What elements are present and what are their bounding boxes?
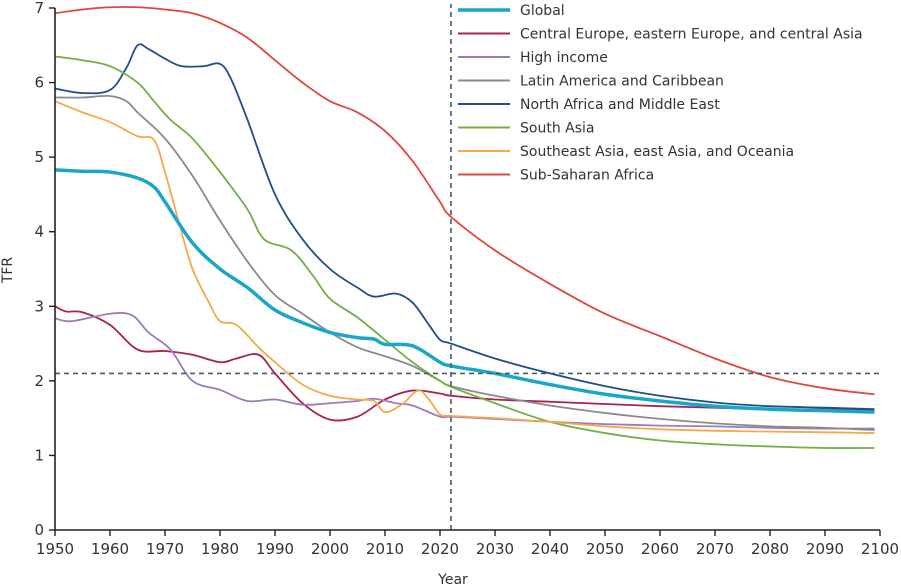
x-tick-label: 2100 [861, 540, 899, 558]
legend-label: South Asia [520, 121, 594, 137]
legend-item: Southeast Asia, east Asia, and Oceania [458, 144, 794, 160]
y-axis-label: TFR [0, 257, 16, 285]
legend: Global Central Europe, eastern Europe, an… [458, 3, 863, 184]
reference-lines [55, 4, 880, 530]
x-tick-label: 2090 [806, 540, 844, 558]
legend-label: North Africa and Middle East [520, 97, 720, 113]
x-tick-label: 2070 [696, 540, 734, 558]
y-tick-label: 1 [34, 446, 44, 464]
x-tick-label: 2080 [751, 540, 789, 558]
series-line-central-europe-eastern-europe-and-central-asia [54, 305, 875, 422]
legend-label: Latin America and Caribbean [520, 74, 724, 90]
y-tick-label: 4 [34, 223, 44, 241]
y-tick-label: 5 [34, 148, 44, 166]
legend-label: Southeast Asia, east Asia, and Oceania [520, 144, 794, 160]
x-tick-label: 2030 [476, 540, 514, 558]
x-tick-label: 1970 [146, 540, 184, 558]
x-tick-label: 1950 [36, 540, 74, 558]
legend-label: Sub-Saharan Africa [520, 168, 654, 184]
legend-label: Central Europe, eastern Europe, and cent… [520, 27, 863, 43]
series-line-global [54, 168, 875, 414]
x-tick-label: 1980 [201, 540, 239, 558]
legend-item: Latin America and Caribbean [458, 74, 724, 90]
legend-item: South Asia [458, 121, 594, 137]
y-tick-label: 2 [34, 372, 44, 390]
x-tick-label: 2000 [311, 540, 349, 558]
x-tick-label: 2010 [366, 540, 404, 558]
x-tick-label: 2050 [586, 540, 624, 558]
x-tick-label: 2060 [641, 540, 679, 558]
x-axis-label: Year [437, 572, 468, 588]
series-lines [54, 6, 875, 449]
y-tick-label: 7 [34, 0, 44, 17]
axes: 0 1 2 3 4 5 6 7 1950 1960 1970 1980 1990 2000 2010 2020… [34, 0, 899, 558]
x-tick-label: 1960 [91, 540, 129, 558]
y-tick-label: 6 [34, 74, 44, 92]
series-line-south-asia [54, 55, 875, 449]
legend-item: High income [458, 50, 608, 66]
x-tick-label: 2020 [421, 540, 459, 558]
series-line-southeast-asia-east-asia-and-oceania [54, 100, 875, 434]
series-line-north-africa-and-middle-east [54, 43, 875, 411]
legend-item: North Africa and Middle East [458, 97, 720, 113]
x-tick-label: 1990 [256, 540, 294, 558]
x-tick-label: 2040 [531, 540, 569, 558]
y-tick-label: 3 [34, 297, 44, 315]
series-line-sub-saharan-africa [54, 6, 875, 396]
legend-label: Global [520, 3, 565, 19]
y-tick-label: 0 [34, 521, 44, 539]
legend-label: High income [520, 50, 608, 66]
legend-item: Global [458, 3, 565, 19]
legend-item: Central Europe, eastern Europe, and cent… [458, 27, 863, 43]
legend-item: Sub-Saharan Africa [458, 168, 654, 184]
series-line-latin-america-and-caribbean [54, 94, 875, 431]
